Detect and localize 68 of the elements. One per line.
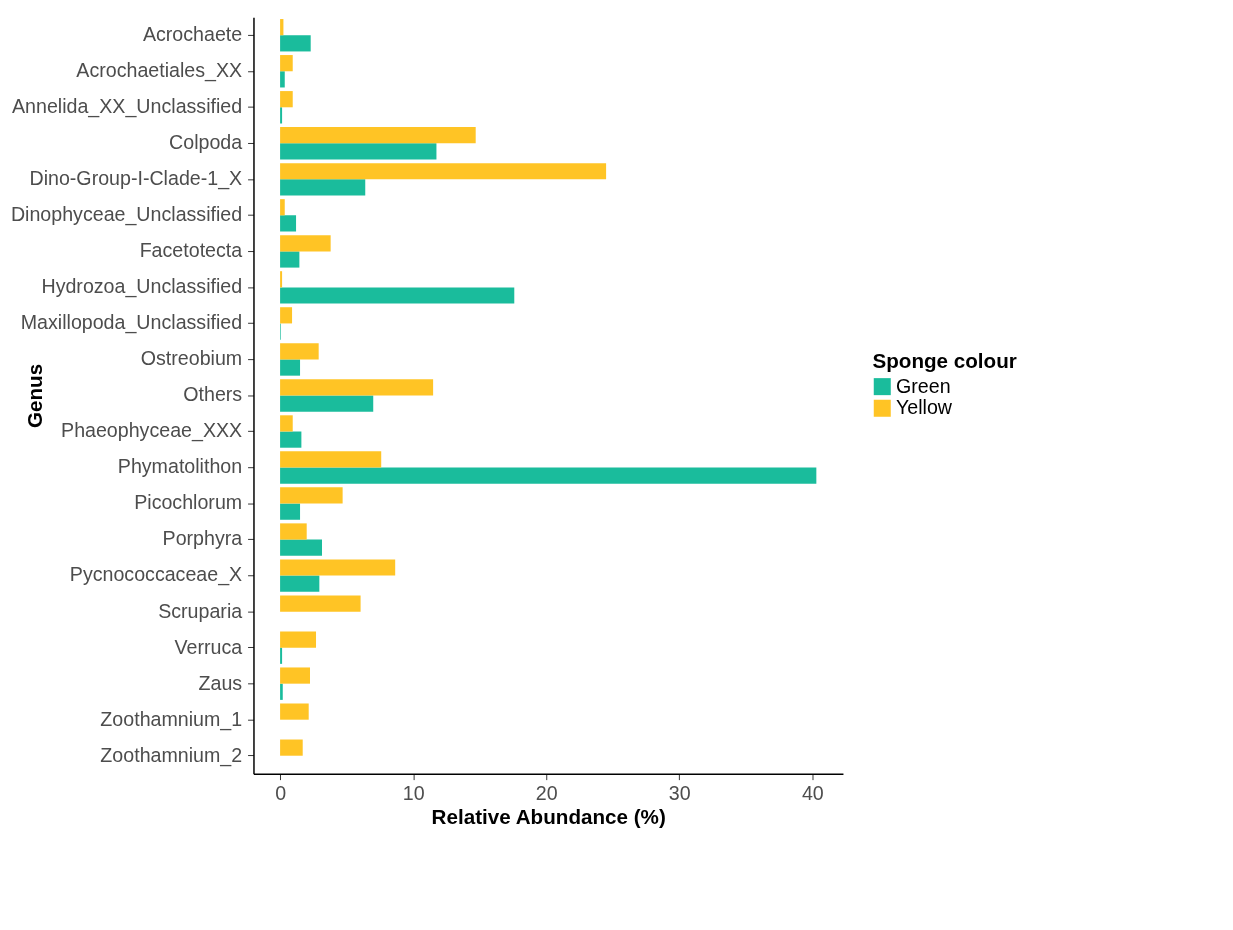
bar [280, 287, 515, 304]
x-axis-title: Relative Abundance (%) [431, 805, 666, 829]
y-tick-label: Colpoda [169, 131, 243, 154]
bar [280, 739, 303, 756]
bar [280, 575, 320, 592]
bar [280, 503, 301, 520]
y-tick-label: Dinophyceae_Unclassified [10, 203, 243, 227]
bar [280, 251, 300, 268]
bar [280, 235, 331, 252]
legend-label: Green [896, 374, 951, 397]
bar [280, 631, 317, 648]
y-tick-label: Picochlorum [134, 491, 243, 514]
y-tick-label: Zoothamnium_2 [100, 743, 243, 767]
bar [280, 415, 293, 432]
x-tick-label: 40 [801, 781, 824, 804]
y-tick-label: Scruparia [158, 599, 243, 622]
bar [280, 127, 476, 144]
legend-title: Sponge colour [872, 348, 1017, 372]
bar [280, 559, 396, 576]
y-tick-label: Phymatolithon [117, 455, 243, 478]
bar [280, 199, 285, 216]
bar [280, 431, 302, 448]
bar [280, 647, 283, 664]
bar [280, 395, 374, 412]
y-tick-label: Facetotecta [139, 239, 243, 262]
x-tick-label: 20 [535, 781, 558, 804]
y-tick-label: Annelida_XX_Unclassified [11, 95, 243, 119]
bar [280, 55, 293, 72]
bar [280, 451, 382, 468]
bar [280, 179, 366, 196]
x-tick-label: 10 [402, 781, 425, 804]
bar [280, 343, 319, 360]
y-tick-label: Pycnococcaceae_X [69, 563, 243, 587]
y-tick-label: Zaus [198, 671, 243, 694]
bar [280, 35, 311, 52]
bar [280, 523, 307, 540]
bar [280, 271, 283, 288]
y-tick-label: Acrochaete [142, 23, 243, 46]
bar [280, 307, 293, 324]
bar [280, 683, 283, 700]
y-axis-title: Genus [22, 363, 46, 429]
bar [280, 667, 311, 684]
bar [280, 595, 361, 612]
bar [280, 467, 817, 484]
y-tick-label: Porphyra [162, 527, 243, 550]
x-tick-label: 30 [668, 781, 691, 804]
legend-label: Yellow [896, 396, 953, 419]
bar [280, 107, 283, 124]
y-tick-label: Verruca [174, 635, 243, 658]
y-tick-label: Maxillopoda_Unclassified [20, 311, 243, 335]
bar [280, 379, 434, 396]
bar [280, 703, 309, 720]
y-tick-label: Acrochaetiales_XX [76, 59, 243, 83]
y-tick-label: Dino-Group-I-Clade-1_X [29, 167, 243, 191]
y-tick-label: Ostreobium [140, 347, 243, 370]
bar [280, 91, 293, 108]
bar [280, 163, 607, 180]
bar [280, 71, 285, 88]
y-tick-label: Zoothamnium_1 [100, 707, 243, 731]
x-tick-label: 0 [275, 781, 287, 804]
bar [280, 487, 343, 504]
y-tick-label: Phaeophyceae_XXX [61, 419, 243, 443]
y-tick-label: Others [183, 383, 243, 406]
bar [280, 359, 301, 376]
bar [280, 539, 323, 556]
bar [280, 215, 297, 232]
y-tick-label: Hydrozoa_Unclassified [41, 275, 243, 299]
bar [280, 143, 437, 160]
